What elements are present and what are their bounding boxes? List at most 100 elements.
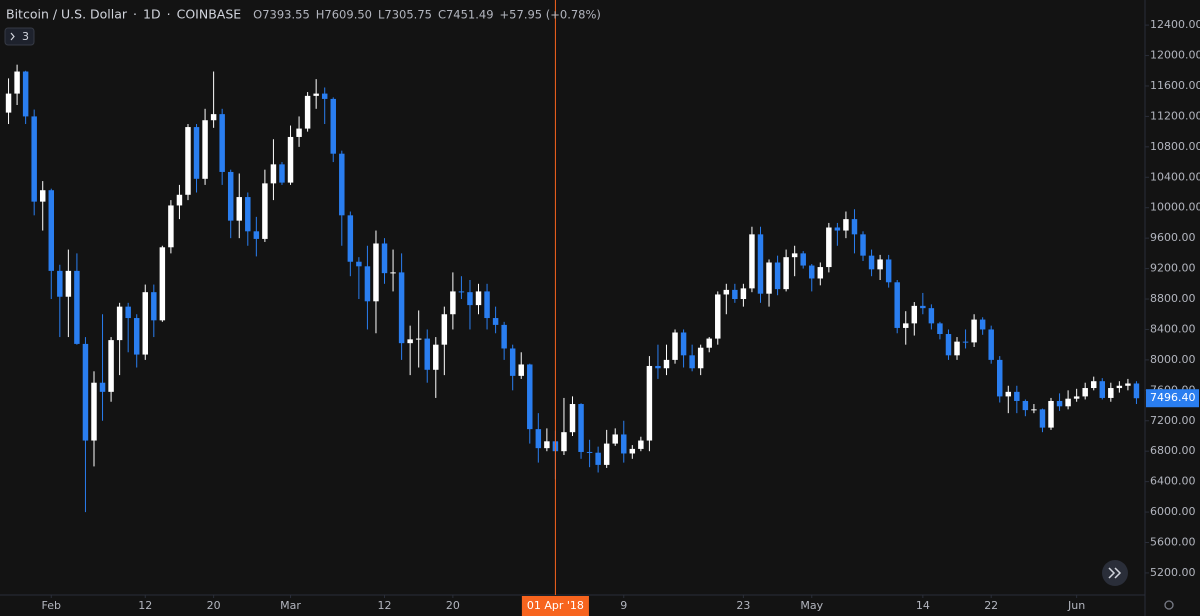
candle-body — [638, 440, 644, 449]
candle-body — [287, 136, 294, 183]
chevron-icon — [10, 32, 15, 41]
candle-body — [14, 71, 20, 94]
settings-icon[interactable] — [1164, 600, 1174, 610]
overlay: 5200.00 5600.00 6000.00 6400.00 6800.00 7200.… — [42, 0, 1200, 616]
candle-body — [304, 95, 311, 129]
candle-body — [185, 127, 191, 195]
double-chevron-icon — [1108, 567, 1122, 579]
candle-body — [715, 294, 721, 339]
ohlc-legend-item: O7393.55 — [253, 8, 310, 22]
candle-body — [116, 306, 123, 341]
candle-body — [347, 215, 354, 262]
candle-body — [621, 434, 627, 454]
y-tick-label: 6000.00 — [1150, 505, 1196, 518]
candle-body — [5, 93, 12, 113]
candle-body — [988, 329, 994, 360]
candle-body — [979, 319, 986, 330]
candle-body — [193, 127, 200, 179]
candle-body — [321, 93, 328, 99]
candle-body — [809, 265, 815, 279]
candle-body — [920, 305, 926, 309]
candle-body — [509, 348, 516, 376]
candle-body — [330, 98, 336, 154]
candle-body — [518, 364, 524, 376]
x-tick-label: Jun — [1067, 599, 1085, 612]
candle-body — [65, 270, 72, 297]
candle-body — [851, 219, 858, 235]
x-tick-label: 20 — [207, 599, 221, 612]
y-tick-label: 7200.00 — [1150, 414, 1196, 427]
candle-body — [663, 359, 670, 369]
y-tick-label: 8400.00 — [1150, 322, 1196, 335]
candle-body — [253, 231, 260, 239]
candle-body — [544, 441, 550, 449]
candle-body — [740, 288, 747, 300]
candle-body — [569, 404, 576, 433]
candle-body — [612, 434, 618, 444]
candle-body — [99, 382, 106, 392]
candle-body — [928, 308, 935, 324]
candle-body — [339, 153, 345, 216]
candle-body — [732, 289, 738, 300]
candle-body — [1048, 400, 1054, 428]
y-tick-label: 6400.00 — [1150, 475, 1196, 488]
candle-body — [484, 291, 490, 319]
candle-body — [527, 364, 533, 430]
candle-body — [398, 272, 405, 344]
y-tick-label: 11600.00 — [1150, 79, 1200, 92]
candle-body — [74, 270, 80, 344]
ohlc-legend: O7393.55 H7609.50 L7305.75 C7451.49 +57.95 (… — [253, 8, 601, 22]
candle-body — [151, 292, 157, 321]
candle-body — [860, 234, 866, 256]
candle-body — [655, 365, 661, 369]
candle-body — [279, 164, 285, 183]
separator: · — [133, 7, 137, 22]
candle-body — [262, 183, 268, 239]
candle-body — [450, 291, 456, 315]
candle-body — [535, 429, 542, 449]
candle-body — [142, 292, 148, 355]
candle-body — [168, 205, 174, 248]
candle-body — [877, 259, 883, 270]
candle-body — [945, 334, 952, 356]
ohlc-legend-item: +57.95 (+0.78%) — [500, 8, 601, 22]
candle-body — [415, 338, 422, 340]
candle-body — [159, 247, 166, 321]
candle-body — [783, 257, 789, 290]
candle-body — [227, 171, 234, 221]
x-tick-label: 14 — [916, 599, 930, 612]
candle-body — [1031, 409, 1037, 411]
candle-body — [82, 343, 89, 441]
candle-body — [629, 448, 636, 454]
candles — [5, 64, 1140, 513]
candle-body — [680, 332, 687, 356]
candle-body — [578, 404, 584, 452]
candle-body — [373, 243, 379, 302]
candle-body — [971, 319, 977, 343]
candle-body — [1099, 381, 1106, 398]
candle-body — [800, 253, 806, 266]
candle-body — [817, 267, 824, 279]
candle-body — [843, 219, 849, 231]
candle-body — [997, 359, 1003, 397]
candle-body — [236, 197, 242, 221]
ohlc-legend-item: H7609.50 — [316, 8, 372, 22]
candle-body — [885, 259, 892, 283]
candle-body — [433, 344, 439, 370]
candle-body — [48, 190, 55, 271]
x-tick-label: 23 — [736, 599, 750, 612]
separator: · — [167, 7, 171, 22]
candle-body — [603, 443, 610, 465]
candle-body — [1073, 396, 1080, 399]
x-tick-label: Mar — [280, 599, 301, 612]
candle-body — [22, 71, 29, 117]
candle-body — [911, 305, 918, 324]
candle-body — [689, 355, 695, 369]
candle-body — [1014, 391, 1020, 401]
indicators-toggle[interactable] — [4, 27, 35, 46]
candle-body — [475, 291, 482, 306]
candle-body — [749, 234, 755, 289]
candle-body — [407, 339, 413, 344]
candle-body — [894, 282, 900, 328]
